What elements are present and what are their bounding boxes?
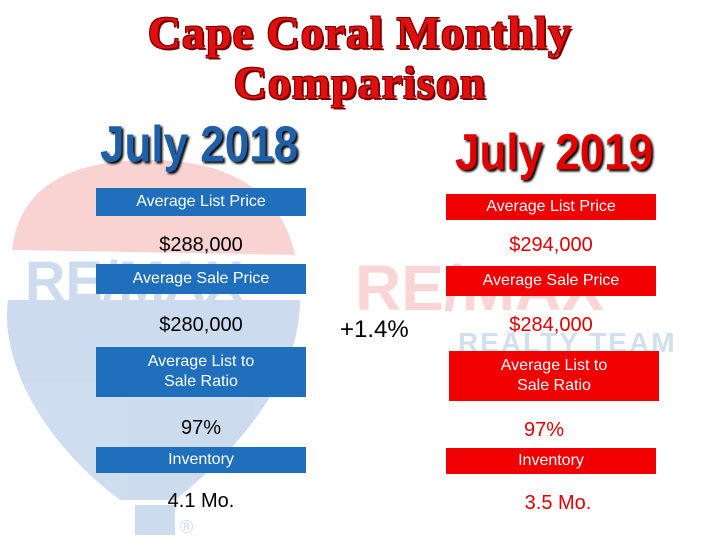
watermark-registered: ®	[180, 517, 193, 537]
avg-sale-price-label-2018: Average Sale Price	[96, 264, 306, 294]
avg-sale-price-label-2019: Average Sale Price	[446, 266, 656, 296]
inventory-value-2018: 4.1 Mo.	[167, 490, 235, 512]
sale-price-change: +1.4%	[340, 316, 409, 343]
avg-list-price-label-2019: Average List Price	[446, 194, 656, 220]
avg-list-price-label-2018: Average List Price	[96, 188, 306, 216]
avg-list-price-value-2018: $288,000	[159, 234, 243, 256]
list-to-sale-ratio-label-2018: Average List to Sale Ratio	[96, 347, 306, 397]
ratio-label-line1-2018: Average List to	[147, 353, 255, 370]
list-to-sale-ratio-label-2019: Average List to Sale Ratio	[449, 351, 659, 401]
ratio-label-line2-2018: Sale Ratio	[164, 373, 238, 390]
ratio-label-line1-2019: Average List to	[500, 357, 608, 374]
avg-sale-price-value-2018: $280,000	[159, 314, 243, 336]
inventory-label-2018: Inventory	[96, 447, 306, 473]
year-heading-2018: July 2018	[100, 116, 299, 173]
list-to-sale-ratio-value-2018: 97%	[180, 417, 222, 439]
page-title-line2: Comparison	[233, 57, 487, 108]
ratio-label-line2-2019: Sale Ratio	[517, 377, 591, 394]
avg-sale-price-value-2019: $284,000	[509, 314, 593, 336]
year-heading-2019: July 2019	[455, 124, 654, 181]
inventory-value-2019: 3.5 Mo.	[524, 492, 592, 514]
avg-list-price-value-2019: $294,000	[509, 234, 593, 256]
list-to-sale-ratio-value-2019: 97%	[523, 419, 565, 441]
page-title-line1: Cape Coral Monthly	[147, 7, 573, 58]
inventory-label-2019: Inventory	[446, 448, 656, 474]
